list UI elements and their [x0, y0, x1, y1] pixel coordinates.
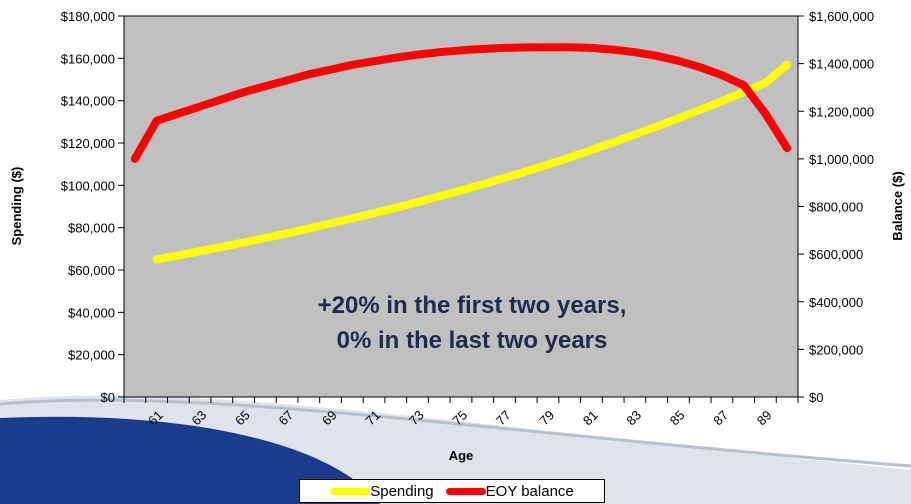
x-tick-label: 79: [536, 407, 557, 428]
x-tick-label: 87: [710, 407, 731, 428]
right-axis-tick-label: $1,600,000: [809, 9, 874, 24]
x-tick-label: 67: [275, 407, 296, 428]
x-axis-ticks: [123, 397, 799, 403]
left-axis-tick-label: $100,000: [61, 178, 115, 193]
legend-swatch-eoy-balance: [445, 487, 486, 495]
left-axis-tick-label: $40,000: [68, 305, 115, 320]
left-axis-tick-label: $20,000: [68, 348, 115, 363]
right-axis-tick-label: $1,000,000: [809, 152, 874, 167]
left-axis-tick-label: $140,000: [61, 94, 115, 109]
left-axis-tick-label: $120,000: [61, 136, 115, 151]
left-axis-tick-labels: $0 $20,000 $40,000 $60,000 $80,000 $100,000 $1…: [61, 9, 115, 405]
x-tick-label: 85: [667, 407, 688, 428]
x-tick-label: 69: [319, 407, 340, 428]
left-axis-tick-label: $80,000: [68, 221, 115, 236]
x-tick-label: 73: [406, 407, 427, 428]
right-axis-tick-label: $1,200,000: [809, 104, 874, 119]
chart-annotation-line-1: +20% in the first two years,: [318, 292, 627, 319]
series-line-spending: [152, 60, 792, 264]
legend-item-eoy-balance: EOY balance: [445, 482, 574, 500]
right-axis-tick-label: $200,000: [809, 342, 863, 357]
chart-annotation-line-2: 0% in the last two years: [337, 327, 608, 354]
left-axis-tick-label: $160,000: [61, 51, 115, 66]
x-tick-label: 81: [580, 407, 601, 428]
legend-swatch-spending: [330, 487, 371, 495]
left-axis-tick-label: $60,000: [68, 263, 115, 278]
right-axis-tick-label: $800,000: [809, 200, 863, 215]
x-tick-label: 77: [493, 407, 514, 428]
right-axis-tick-label: $0: [809, 390, 823, 405]
x-tick-label: 83: [623, 407, 644, 428]
x-tick-label: 71: [362, 407, 383, 428]
right-axis-ticks: [798, 15, 804, 398]
series-layer: [130, 43, 792, 264]
left-axis-tick-label: $180,000: [61, 9, 115, 24]
right-axis-tick-label: $600,000: [809, 247, 863, 262]
series-line-eoy-balance: [130, 43, 792, 163]
legend-item-spending: Spending: [330, 482, 434, 500]
x-tick-label: 89: [754, 407, 775, 428]
x-tick-label: 61: [145, 407, 166, 428]
left-axis-tick-label: $0: [101, 390, 115, 405]
legend-label-spending: Spending: [370, 482, 434, 500]
y-axis-right-title: Balance ($): [890, 171, 905, 240]
left-axis-ticks: [118, 15, 124, 398]
x-tick-label: 75: [449, 407, 470, 428]
plot-area: [123, 15, 799, 398]
right-axis-tick-label: $1,400,000: [809, 57, 874, 72]
x-tick-label: 65: [232, 407, 253, 428]
legend: Spending EOY balance: [299, 479, 605, 503]
y-axis-left-title: Spending ($): [9, 167, 24, 246]
right-axis-tick-label: $400,000: [809, 295, 863, 310]
x-axis-title: Age: [449, 448, 474, 463]
x-axis-tick-labels: 61 63 65 67 69 71 73 75 77 79 81 83 85 87 89: [145, 407, 775, 428]
right-axis-tick-labels: $0 $200,000 $400,000 $600,000 $800,000 $1,000…: [809, 9, 874, 405]
x-tick-label: 63: [188, 407, 209, 428]
legend-label-eoy-balance: EOY balance: [485, 482, 574, 500]
